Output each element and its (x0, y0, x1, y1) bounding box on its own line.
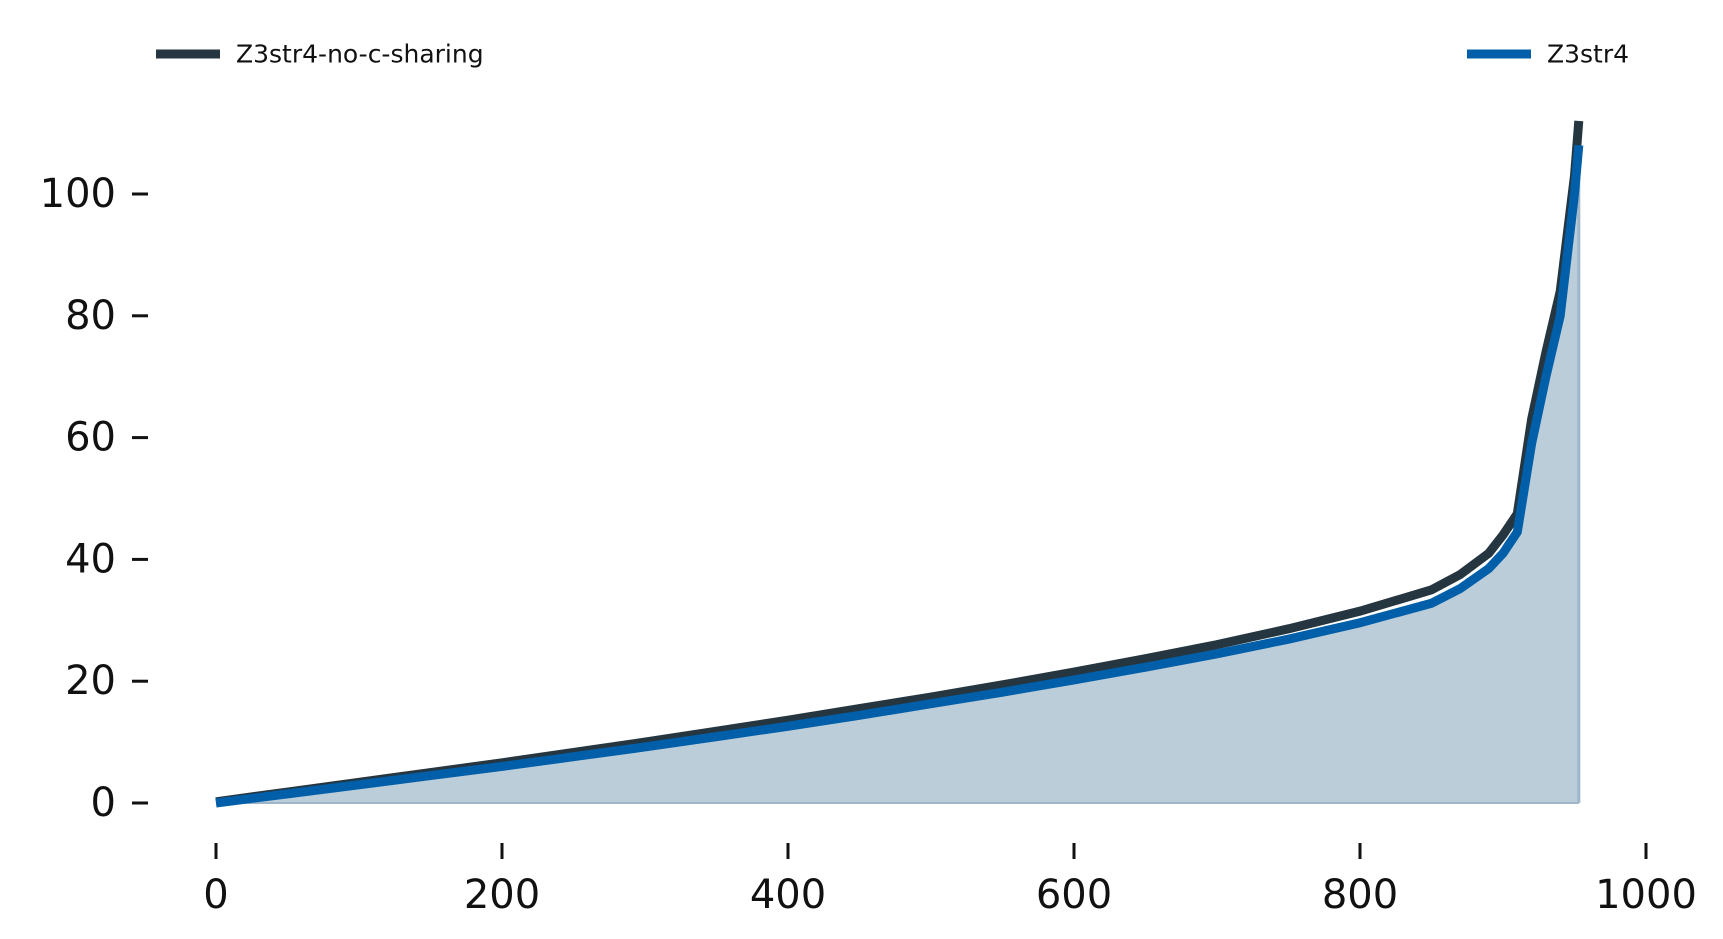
series-area-1 (216, 145, 1579, 803)
series-lines (215, 120, 1584, 808)
legend-item-1: Z3str4 (1467, 40, 1629, 69)
x-tick-label: 600 (1036, 872, 1112, 918)
x-tick-label: 1000 (1595, 872, 1697, 918)
legend-item-0: Z3str4-no-c-sharing (156, 40, 484, 69)
legend: Z3str4-no-c-sharing Z3str4 (156, 40, 1629, 69)
series-line-1 (215, 144, 1584, 808)
legend-label: Z3str4 (1547, 40, 1629, 69)
x-axis: 0 200 400 600 800 1000 (203, 843, 1697, 918)
x-tick-label: 400 (750, 872, 826, 918)
y-tick-label: 40 (65, 536, 116, 582)
y-tick-label: 100 (40, 171, 116, 217)
y-tick-label: 60 (65, 415, 116, 461)
y-tick-label: 0 (91, 780, 116, 826)
area-fills (216, 145, 1581, 804)
legend-label: Z3str4-no-c-sharing (236, 40, 484, 69)
y-tick-label: 80 (65, 293, 116, 339)
x-tick-label: 0 (203, 872, 228, 918)
y-axis: 0 20 40 60 80 100 (40, 171, 148, 826)
x-tick-label: 200 (464, 872, 540, 918)
x-tick-label: 800 (1322, 872, 1398, 918)
y-tick-label: 20 (65, 658, 116, 704)
